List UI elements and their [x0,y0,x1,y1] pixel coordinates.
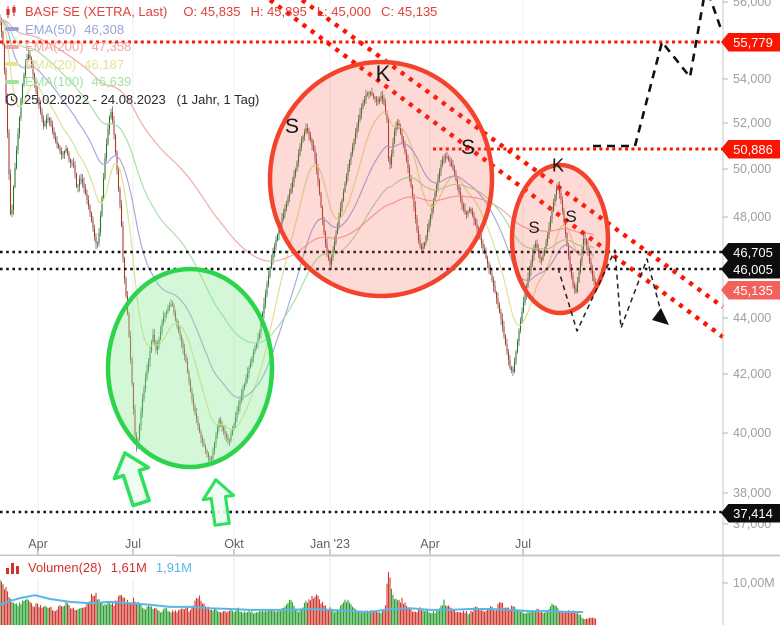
ema-legend-rows: EMA(50) 46,308 EMA(200) 47,358 EMA(20) 46,187… [5,21,437,91]
price-axis-label: 42,000 [733,367,772,381]
price-flag-resistance[interactable]: 55,779 [721,32,780,52]
time-axis-label: Jan '23 [310,537,350,551]
price-axis-label: 56,000 [733,0,772,9]
chart-legend: BASF SE (XETRA, Last) O: 45,835 H: 45,895 L… [5,3,437,108]
price-axis-label: 50,000 [733,162,772,176]
price-axis-label: 52,000 [733,116,772,130]
volume-layer [0,571,597,625]
sks-letter: K [375,61,391,86]
ema-legend-row-undefined[interactable]: EMA(100) 46,639 [5,73,437,91]
ohlc-values: O: 45,835 H: 45,895 L: 45,000 C: 45,135 [183,4,438,20]
price-flag-last-price[interactable]: 45,135 [721,280,780,300]
price-axis-label: 54,000 [733,72,772,86]
ema-20-line [0,19,595,431]
time-axis-label: Jul [125,537,141,551]
ema-line-icon [5,62,19,67]
volume-legend-backdrop [0,556,176,580]
ema-50-line [0,18,595,399]
price-axis-label: 38,000 [733,486,772,500]
ema-label: EMA(20) [25,56,77,72]
volume-bars-down [0,571,597,625]
timeframe-row[interactable]: 25.02.2022 - 24.08.2023 (1 Jahr, 1 Tag) [5,91,437,109]
sks-letter: S [565,207,577,226]
ema-label: EMA(200) [25,39,84,55]
annotations-layer [105,0,725,527]
volume-axis-label: 10,00M [733,576,775,590]
green-up-arrow-1[interactable] [108,448,158,509]
ema-legend-row-undefined[interactable]: EMA(200) 47,358 [5,38,437,56]
time-axis-label: Okt [224,537,244,551]
ema-legend-row-undefined[interactable]: EMA(20) 46,187 [5,56,437,74]
downside-projection-path[interactable] [557,249,662,332]
sks-letter: K [551,155,565,176]
sks-letter: S [460,136,476,159]
candles-layer [0,14,597,464]
price-axis-label: 40,000 [733,426,772,440]
ema-label: EMA(100) [25,74,84,90]
price-axis-label: 44,000 [733,311,772,325]
price-axis-label: 48,000 [733,210,772,224]
price-flag-resistance[interactable]: 50,886 [721,139,780,159]
volume-ma-line [0,594,583,613]
price-flag-level[interactable]: 46,705 [721,242,780,262]
ema-value: 46,308 [84,21,125,37]
sks-letter: S [284,115,300,138]
volume-indicator-label: Volumen(28) [28,560,102,575]
ema-label: EMA(50) [25,21,77,37]
volume-bars-icon [6,562,19,574]
volume-ma-value: 1,91M [155,560,192,575]
volume-bars-up [0,576,585,625]
price-flag-level[interactable]: 46,005 [721,259,780,279]
symbol-row[interactable]: BASF SE (XETRA, Last) O: 45,835 H: 45,895 L… [5,3,437,21]
clock-icon [5,93,18,106]
price-flag-level[interactable]: 37,414 [721,503,780,523]
sks-letter: S [528,218,540,237]
down-trendline-1[interactable] [268,0,725,339]
symbol-title: BASF SE (XETRA, Last) [25,4,168,20]
ema-legend-row-undefined[interactable]: EMA(50) 46,308 [5,21,437,39]
time-axis-label: Apr [420,537,440,551]
ema-line-icon [5,44,19,49]
downside-arrowhead [652,308,669,325]
upside-projection-path[interactable] [593,0,724,148]
timeframe-label: 25.02.2022 - 24.08.2023 (1 Jahr, 1 Tag) [24,91,260,107]
volume-legend[interactable]: Volumen(28) 1,61M 1,91M [6,560,192,575]
big-sks-ellipse[interactable] [267,59,495,299]
volume-current-value: 1,61M [110,560,147,575]
time-axis-label: Apr [28,537,48,551]
ema-value: 46,639 [91,74,132,90]
ema-value: 47,358 [91,39,132,55]
ema-value: 46,187 [84,56,125,72]
green-up-arrow-2[interactable] [201,478,238,527]
candlestick-icon [6,4,16,18]
time-axis-label: Jul [515,537,531,551]
green-accumulation-ellipse[interactable] [105,266,275,470]
small-sks-ellipse[interactable] [509,162,611,316]
ema-line-icon [5,79,19,84]
ema-line-icon [5,27,19,32]
